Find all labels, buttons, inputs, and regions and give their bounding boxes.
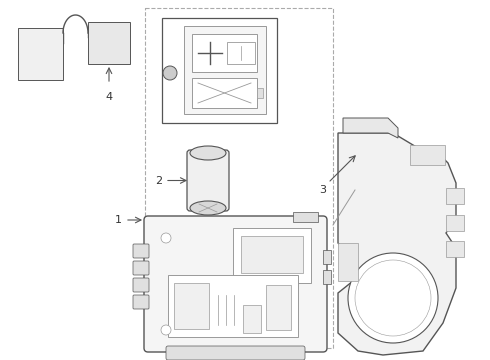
- Bar: [338, 243, 358, 281]
- Circle shape: [163, 66, 177, 80]
- Circle shape: [161, 233, 171, 243]
- FancyBboxPatch shape: [133, 295, 149, 309]
- Bar: [446, 188, 464, 204]
- Text: 2: 2: [155, 176, 162, 185]
- Polygon shape: [343, 118, 398, 138]
- Bar: [293, 212, 318, 222]
- Bar: [174, 283, 209, 329]
- Bar: [323, 270, 331, 284]
- Circle shape: [355, 260, 431, 336]
- Circle shape: [348, 253, 438, 343]
- FancyBboxPatch shape: [133, 278, 149, 292]
- FancyBboxPatch shape: [187, 150, 229, 211]
- Text: 1: 1: [115, 215, 122, 225]
- Bar: [184, 26, 266, 114]
- Bar: [18, 28, 63, 80]
- FancyBboxPatch shape: [133, 261, 149, 275]
- Bar: [88, 22, 130, 64]
- Bar: [323, 250, 331, 264]
- Circle shape: [161, 325, 171, 335]
- Bar: [410, 145, 445, 165]
- FancyBboxPatch shape: [133, 244, 149, 258]
- Bar: [227, 42, 255, 64]
- Bar: [233, 228, 311, 283]
- Ellipse shape: [190, 201, 226, 215]
- Text: 4: 4: [105, 92, 113, 102]
- Bar: [168, 275, 298, 337]
- Bar: [241, 236, 303, 273]
- Bar: [446, 241, 464, 257]
- FancyBboxPatch shape: [144, 216, 327, 352]
- Bar: [243, 305, 261, 333]
- Ellipse shape: [190, 146, 226, 160]
- Bar: [192, 34, 257, 72]
- FancyBboxPatch shape: [166, 346, 305, 360]
- Bar: [192, 78, 257, 108]
- Polygon shape: [338, 133, 456, 355]
- Bar: [446, 215, 464, 231]
- Bar: [266, 285, 291, 330]
- Bar: [257, 88, 263, 98]
- Bar: [162, 18, 277, 123]
- Text: 3: 3: [319, 185, 326, 195]
- Bar: [145, 8, 333, 348]
